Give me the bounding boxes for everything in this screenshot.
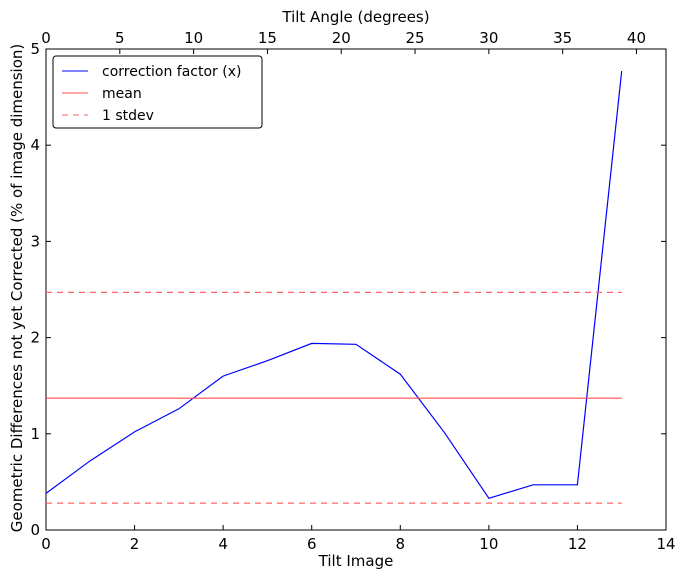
y-tick-label: 5 [30,40,40,58]
series-layer [45,71,623,504]
y-tick-label: 2 [30,329,40,347]
legend-label-stdev: 1 stdev [102,108,154,124]
plot-area [45,48,667,531]
x-tick-label: 2 [130,535,140,553]
series-line-correction-factor-x-0 [45,71,623,500]
top-x-tick-label: 35 [553,29,572,47]
x-tick-label: 14 [656,535,675,553]
top-x-tick-label: 0 [41,29,51,47]
top-x-tick-label: 25 [406,29,425,47]
y-tick-label: 4 [30,136,40,154]
top-x-tick-label: 15 [258,29,277,47]
y-tick-label: 1 [30,425,40,443]
x-axis-label: Tilt Image [318,552,394,570]
y-tick-label: 3 [30,232,40,250]
legend-label-correction-factor: correction factor (x) [102,64,241,80]
top-x-tick-label: 10 [184,29,203,47]
legend-frame [52,55,263,129]
y-tick-label: 0 [30,521,40,539]
y-axis-label: Geometric Differences not yet Corrected … [8,44,26,533]
top-x-tick-label: 40 [627,29,646,47]
x-tick-label: 0 [41,535,51,553]
top-x-tick-label: 30 [479,29,498,47]
legend-label-mean: mean [102,86,142,102]
x-tick-label: 12 [568,535,587,553]
x-tick-label: 10 [479,535,498,553]
top-x-axis-label: Tilt Angle (degrees) [281,8,429,26]
x-tick-label: 6 [307,535,317,553]
top-x-tick-label: 20 [332,29,351,47]
legend: correction factor (x) mean 1 stdev [52,55,263,129]
top-x-tick-label: 5 [115,29,125,47]
x-tick-label: 4 [218,535,228,553]
x-tick-label: 8 [396,535,406,553]
